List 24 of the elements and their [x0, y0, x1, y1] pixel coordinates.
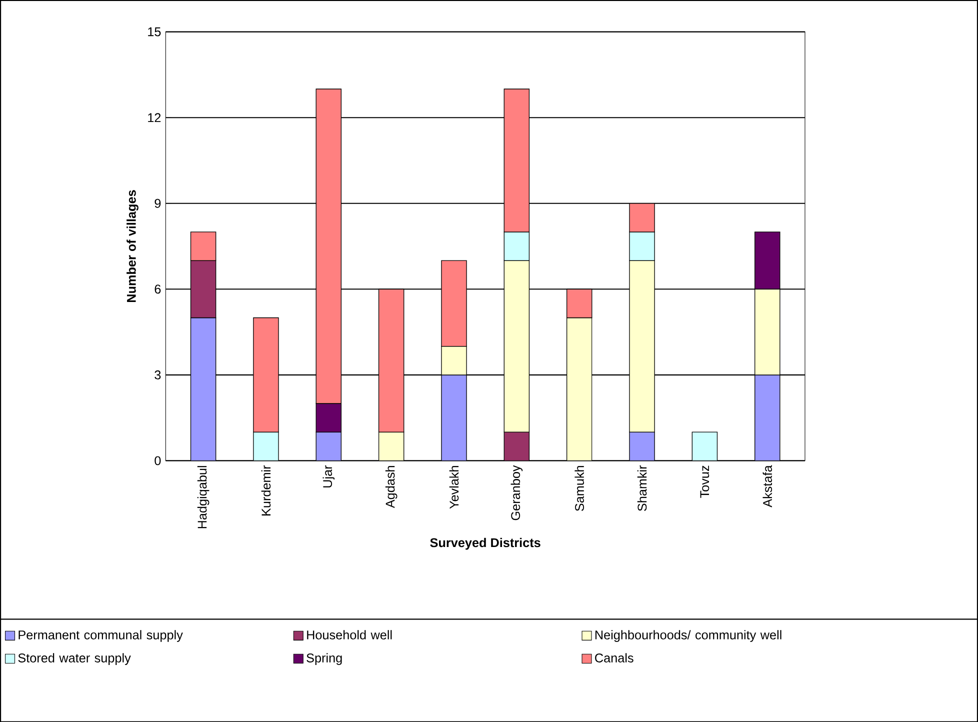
y-tick-label: 6 [154, 284, 161, 294]
x-tick-label: Kurdemir [261, 465, 271, 516]
x-tick-label: Agdash [385, 466, 398, 508]
x-axis-title: Surveyed Districts [430, 538, 540, 550]
x-tick-label: Geranboy [510, 465, 523, 520]
x-tick-label: Akstafa [762, 465, 772, 508]
legend-label: Stored water supply [18, 653, 131, 665]
legend-label: Canals [595, 653, 634, 662]
x-tick-label: Yevlakh [449, 466, 459, 509]
x-tick-label: Tovuz [700, 466, 710, 498]
y-tick-label: 9 [154, 198, 161, 208]
x-tick-label: Shamkir [637, 465, 647, 511]
x-tick-label: Ujar [322, 465, 335, 488]
x-tick-label: Samukh [574, 466, 584, 511]
legend-label: Household well [307, 630, 392, 640]
y-tick-label: 3 [154, 370, 161, 380]
x-tick-label: Hadgiqabul [197, 466, 210, 528]
y-tick-label: 0 [154, 456, 161, 466]
legend-label: Neighbourhoods/ community well [595, 630, 782, 642]
y-axis-title: Number of villages [126, 190, 138, 302]
legend-label: Permanent communal supply [18, 630, 183, 642]
legend-label: Spring [306, 653, 342, 665]
y-tick-label: 15 [148, 27, 161, 36]
y-tick-label: 12 [148, 113, 161, 122]
